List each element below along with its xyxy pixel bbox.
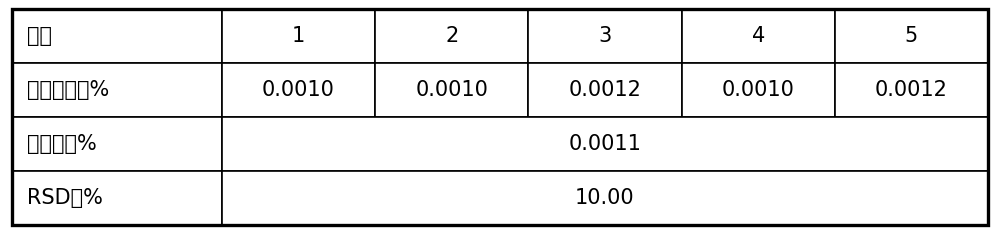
Text: 0.0010: 0.0010 [722,80,795,100]
Text: 0.0012: 0.0012 [875,80,948,100]
Text: RSD，%: RSD，% [27,188,103,208]
Bar [682,9,835,63]
Text: 项目: 项目 [27,26,52,46]
Bar [528,63,682,117]
Bar [12,117,222,171]
Bar [12,9,222,63]
Text: 2: 2 [445,26,458,46]
Bar [835,9,988,63]
Text: 0.0010: 0.0010 [262,80,335,100]
Text: 0.0010: 0.0010 [415,80,488,100]
Bar [375,63,528,117]
Bar [12,63,222,117]
Bar [528,9,682,63]
Text: 3: 3 [598,26,612,46]
Bar [222,63,375,117]
Text: 0.0011: 0.0011 [568,134,641,154]
Text: 测定结果，%: 测定结果，% [27,80,109,100]
Text: 5: 5 [905,26,918,46]
Bar [222,9,375,63]
Bar [222,117,988,171]
Text: 0.0012: 0.0012 [568,80,641,100]
Text: 平均値，%: 平均値，% [27,134,96,154]
Text: 4: 4 [752,26,765,46]
Bar [835,63,988,117]
Bar [375,9,528,63]
Bar [12,171,222,225]
Text: 10.00: 10.00 [575,188,635,208]
Text: 1: 1 [292,26,305,46]
Bar [682,63,835,117]
Bar [222,171,988,225]
